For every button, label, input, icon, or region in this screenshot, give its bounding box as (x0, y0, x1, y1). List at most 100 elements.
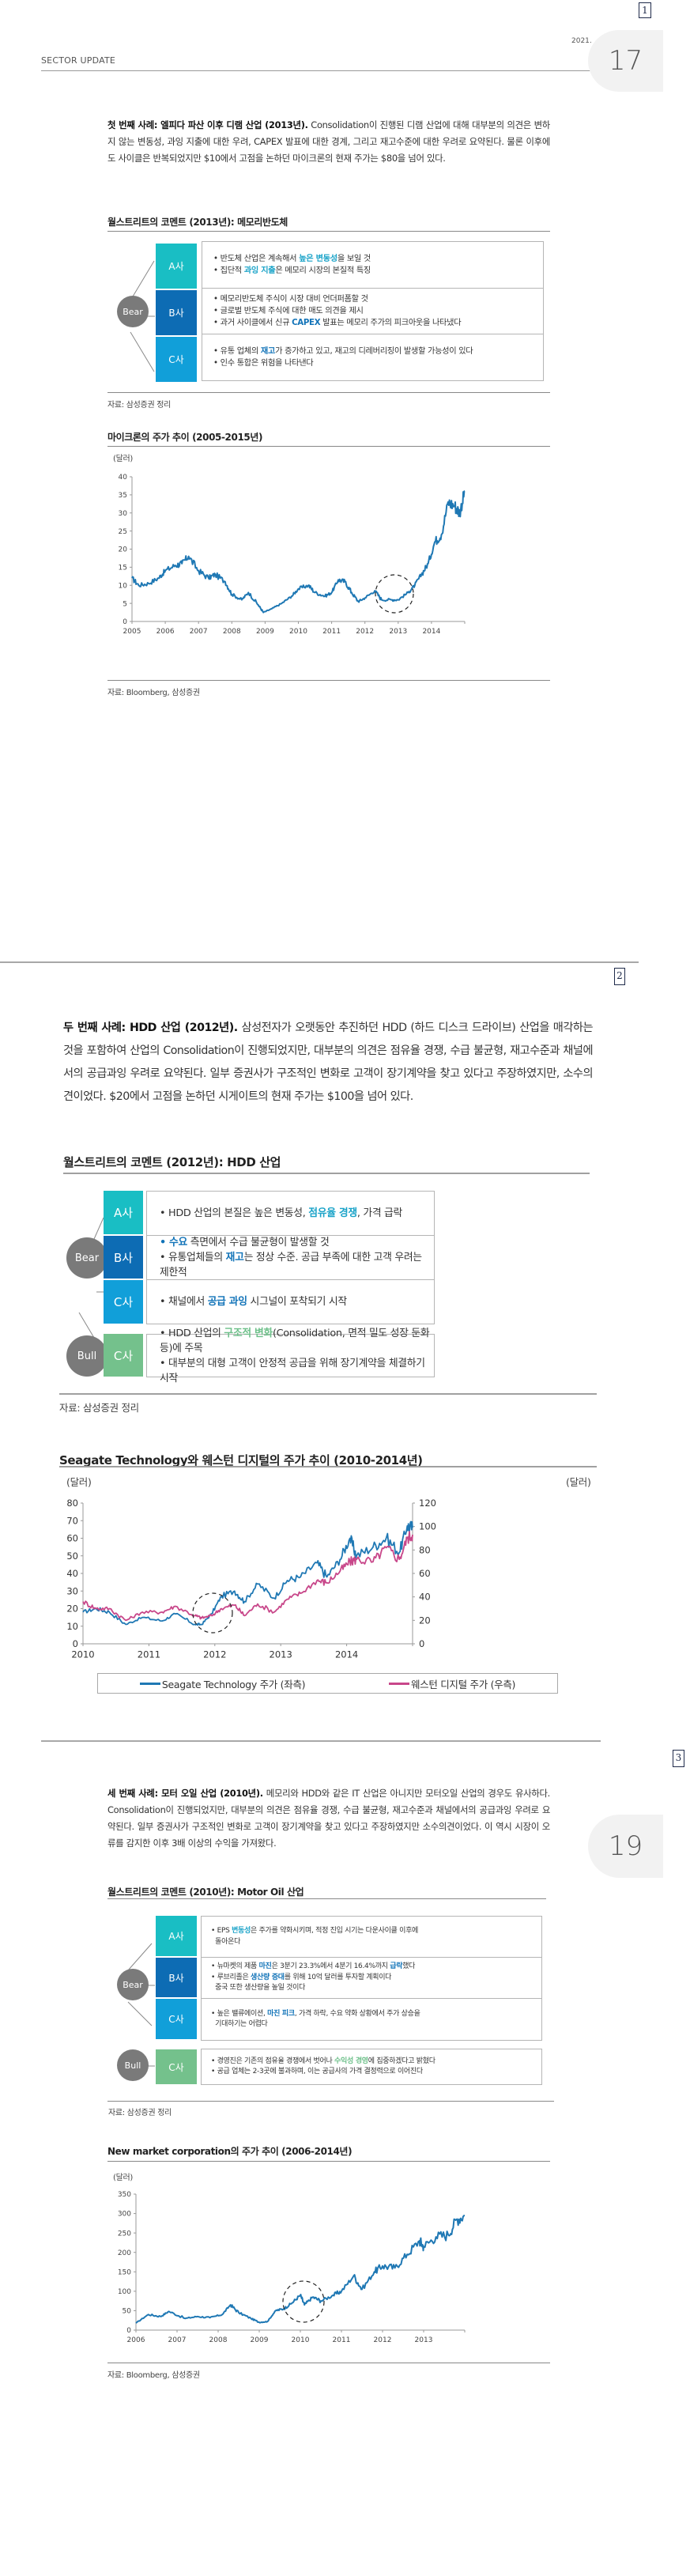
svg-text:300: 300 (118, 2211, 131, 2219)
micron-price-chart: 0 5 10 15 20 25 30 35 40 2005 2006 2007 2008 2009 2010… (119, 474, 466, 636)
svg-text:70: 70 (66, 1515, 78, 1526)
page-number-badge-19: 19 (588, 1815, 663, 1878)
comment-line: • 뉴마켓의 제품 마진은 3분기 23.3%에서 4분기 16.4%까지 급락… (211, 1962, 416, 1971)
comment-line: • 유통업체들의 재고는 정상 수준. 공급 부족에 대한 고객 우려는 제한적 (160, 1252, 422, 1279)
svg-text:2011: 2011 (322, 628, 341, 636)
svg-text:0: 0 (419, 1638, 424, 1649)
case3-comment-c: • 높은 밸류에이션, 마진 피크, 가격 하락, 수요 약화 상황에서 주가 … (201, 1998, 542, 2041)
legend-item-wd: 웨스턴 디지털 주가 (우측) (388, 1676, 515, 1691)
svg-text:30: 30 (119, 510, 128, 518)
case3-chart-unit: (달러) (113, 2174, 134, 2182)
case1-paragraph: 첫 번째 사례: 엘피다 파산 이후 디램 산업 (2013년). Consol… (107, 117, 550, 167)
comment-line: • HDD 산업의 본질은 높은 변동성, 점유율 경쟁, 가격 급락 (160, 1207, 403, 1219)
case3-lead: 세 번째 사례: 모터 오일 산업 (2010년). (107, 1788, 263, 1799)
svg-text:2005: 2005 (123, 628, 141, 636)
case1-bear-circle: Bear (117, 296, 149, 327)
case2-comment-b: • 수요 측면에서 수급 불균형이 발생할 것 • 유통업체들의 재고는 정상 … (146, 1235, 435, 1280)
comment-line: • 루브리졸은 생산량 증대를 위해 10억 달러를 투자할 계획이다 (211, 1973, 392, 1981)
case2-table-title-rule (63, 1173, 590, 1174)
case3-chart-source: 자료: Bloomberg, 삼성증권 (107, 2371, 200, 2380)
svg-text:0: 0 (123, 618, 127, 626)
case1-chart-title: 마이크론의 주가 추이 (2005-2015년) (107, 432, 263, 443)
page-number-badge: 17 (588, 30, 663, 92)
svg-text:2008: 2008 (209, 2336, 228, 2344)
case2-company-a: A사 (104, 1191, 143, 1234)
case1-company-b: B사 (156, 290, 197, 335)
case1-table-title: 월스트리트의 코멘트 (2013년): 메모리반도체 (107, 217, 288, 228)
case3-bull-circle: Bull (117, 2049, 149, 2081)
case3-bear-circle: Bear (117, 1969, 149, 2000)
page-marker-1: 1 (639, 2, 651, 18)
comment-line: • 공급 업체는 2-3곳에 불과하며, 이는 공급사의 가격 결정력으로 이어… (211, 2068, 423, 2076)
svg-text:2012: 2012 (203, 1649, 226, 1660)
case2-comment-c: • 채널에서 공급 과잉 시그널이 포착되기 시작 (146, 1279, 435, 1324)
svg-text:20: 20 (66, 1603, 78, 1615)
svg-text:2009: 2009 (256, 628, 274, 636)
case1-comment-c: • 유통 업체의 재고가 증가하고 있고, 재고의 디레버리징이 발생할 가능성… (202, 334, 544, 381)
comment-line: • 경영진은 기존의 점유율 경쟁에서 벗어나 수익성 경영에 집중하겠다고 밝… (211, 2057, 435, 2065)
svg-text:0: 0 (73, 1638, 78, 1649)
case1-comment-b: • 메모리반도체 주식이 시장 대비 언더퍼폼할 것 • 글로벌 반도체 주식에… (202, 288, 544, 334)
svg-text:250: 250 (118, 2230, 131, 2238)
case1-table-title-rule (107, 231, 550, 232)
page-separator-1 (0, 961, 639, 963)
svg-text:60: 60 (419, 1568, 431, 1579)
case3-comment-b: • 뉴마켓의 제품 마진은 3분기 23.3%에서 4분기 16.4%까지 급락… (201, 1957, 542, 1999)
comment-line: • 높은 밸류에이션, 마진 피크, 가격 하락, 수요 약화 상황에서 주가 … (211, 2009, 420, 2018)
svg-text:2014: 2014 (422, 628, 440, 636)
svg-text:2010: 2010 (289, 628, 307, 636)
case3-bull-comment: • 경영진은 기존의 점유율 경쟁에서 벗어나 수익성 경영에 집중하겠다고 밝… (201, 2049, 542, 2085)
svg-text:2014: 2014 (335, 1649, 358, 1660)
page-marker-2: 2 (614, 968, 625, 985)
comment-line: 중국 또한 생산량을 높일 것이다 (215, 1984, 306, 1992)
page-marker-3: 3 (673, 1750, 684, 1767)
svg-text:25: 25 (119, 528, 127, 536)
svg-text:40: 40 (66, 1568, 78, 1579)
comment-line: • HDD 산업의 구조적 변화(Consolidation, 면적 밀도 성장… (160, 1327, 430, 1354)
case2-bull-circle: Bull (66, 1335, 107, 1377)
case1-chart-title-rule (107, 446, 550, 447)
case2-chart-title: Seagate Technology와 웨스턴 디지털의 주가 추이 (2010… (59, 1453, 423, 1467)
svg-text:5: 5 (123, 600, 127, 608)
svg-text:15: 15 (119, 565, 127, 572)
case3-company-a: A사 (156, 1916, 197, 1956)
seagate-wd-price-chart: 0 10 20 30 40 50 60 70 80 0 20 40 60 80 100 120 2010 2011… (66, 1498, 436, 1660)
comment-line: • 반도체 산업은 계속해서 높은 변동성을 보일 것 (213, 255, 371, 263)
svg-text:2011: 2011 (333, 2336, 351, 2344)
svg-text:200: 200 (118, 2249, 131, 2257)
comment-line: • 수요 측면에서 수급 불균형이 발생할 것 (160, 1237, 330, 1248)
case2-comment-a: • HDD 산업의 본질은 높은 변동성, 점유율 경쟁, 가격 급락 (146, 1191, 435, 1236)
comment-line: 돌아온다 (215, 1937, 241, 1946)
svg-text:2011: 2011 (138, 1649, 160, 1660)
case2-table-bottom-rule (59, 1393, 597, 1395)
svg-text:2007: 2007 (168, 2336, 187, 2344)
svg-text:50: 50 (66, 1551, 78, 1562)
legend-item-seagate: Seagate Technology 주가 (좌측) (139, 1676, 306, 1691)
newmarket-price-chart: 0 50 100 150 200 250 300 350 2006 2007 2008 2009 201… (118, 2191, 466, 2344)
svg-text:10: 10 (66, 1621, 78, 1632)
svg-text:40: 40 (419, 1592, 431, 1603)
case3-table-title-rule (107, 1898, 546, 1899)
svg-text:2013: 2013 (415, 2336, 433, 2344)
case3-table-source: 자료: 삼성증권 정리 (108, 2109, 172, 2117)
svg-text:100: 100 (419, 1521, 436, 1532)
comment-line: • 채널에서 공급 과잉 시그널이 포착되기 시작 (160, 1296, 347, 1308)
svg-text:20: 20 (419, 1615, 431, 1626)
svg-text:120: 120 (419, 1498, 436, 1509)
svg-text:0: 0 (126, 2327, 131, 2335)
case2-bear-circle: Bear (66, 1237, 107, 1279)
case1-lead: 첫 번째 사례: 엘피다 파산 이후 디램 산업 (2013년). (107, 119, 308, 130)
case2-chart-legend: Seagate Technology 주가 (좌측) 웨스턴 디지털 주가 (우… (97, 1673, 558, 1694)
svg-text:60: 60 (66, 1533, 78, 1544)
comment-line: • 대부분의 대형 고객이 안정적 공급을 위해 장기계약을 체결하기 시작 (160, 1357, 425, 1384)
case2-paragraph: 두 번째 사례: HDD 산업 (2012년). 삼성전자가 오랫동안 추진하던… (63, 1017, 594, 1109)
comment-line: 기대하기는 어렵다 (215, 2020, 268, 2028)
case1-company-a: A사 (156, 244, 197, 289)
case1-body: Consolidation이 진행된 디램 산업에 대해 대부분의 의견은 변하… (107, 119, 550, 164)
svg-text:2007: 2007 (190, 628, 208, 636)
page-separator-2 (41, 1740, 601, 1742)
section-label: SECTOR UPDATE (41, 55, 116, 66)
case2-bull-comment: • HDD 산업의 구조적 변화(Consolidation, 면적 밀도 성장… (146, 1328, 435, 1384)
case3-paragraph: 세 번째 사례: 모터 오일 산업 (2010년). 메모리와 HDD와 같은 … (107, 1785, 550, 1852)
svg-text:2013: 2013 (389, 628, 407, 636)
